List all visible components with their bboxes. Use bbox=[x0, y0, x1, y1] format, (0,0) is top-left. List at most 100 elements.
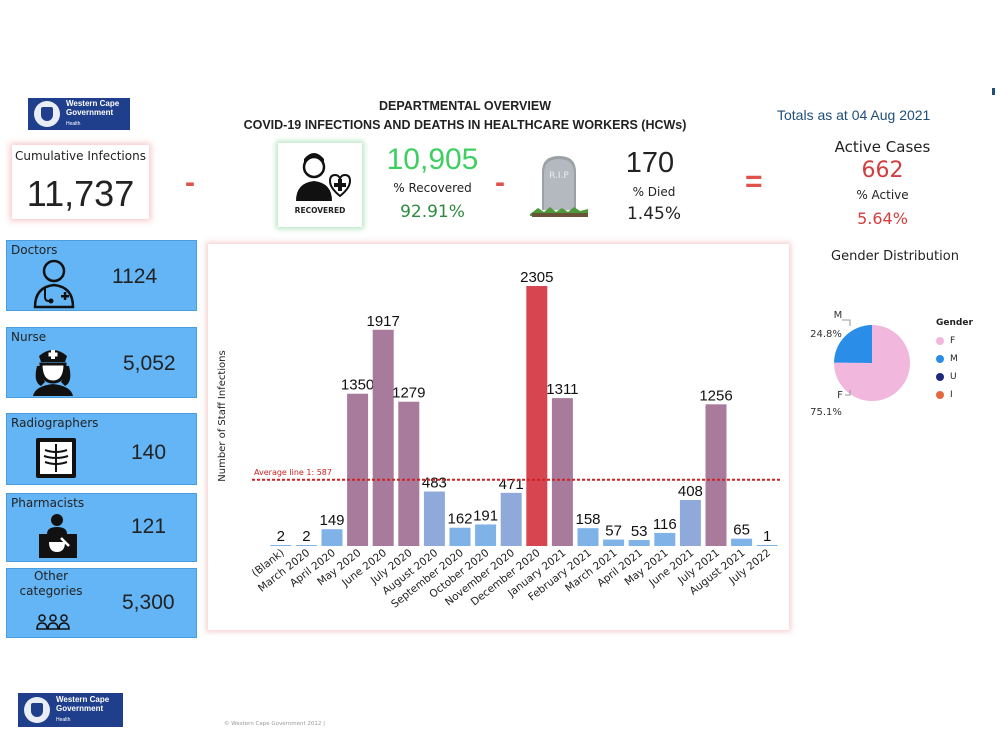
legend-item[interactable]: M bbox=[936, 350, 973, 368]
active-pct: 5.64% bbox=[857, 209, 908, 228]
recovered-caption: RECOVERED bbox=[294, 206, 346, 215]
recovered-person-icon bbox=[296, 153, 352, 201]
bar[interactable] bbox=[295, 545, 317, 546]
bar[interactable] bbox=[705, 404, 727, 546]
bar[interactable] bbox=[654, 532, 676, 546]
bar[interactable] bbox=[577, 528, 599, 546]
minus-operator: - bbox=[185, 166, 195, 199]
category-value: 140 bbox=[131, 441, 167, 464]
active-cases-value: 662 bbox=[861, 158, 904, 183]
bar[interactable] bbox=[475, 524, 497, 546]
totals-date: Totals as at 04 Aug 2021 bbox=[777, 107, 931, 123]
legend-swatch bbox=[936, 355, 944, 363]
logo-line1: Western Cape bbox=[56, 695, 110, 704]
bar[interactable] bbox=[500, 492, 522, 546]
recovered-card[interactable]: RECOVERED bbox=[278, 143, 362, 227]
data-label: 116 bbox=[653, 516, 677, 533]
logo-line1: Western Cape bbox=[66, 99, 120, 108]
bar[interactable] bbox=[526, 286, 548, 546]
bar[interactable] bbox=[321, 529, 343, 546]
pie-leader-line bbox=[845, 390, 851, 396]
y-axis-label: Number of Staff Infections bbox=[217, 350, 228, 481]
recovered-pct-label: % Recovered bbox=[393, 181, 472, 195]
recovered-value: 10,905 bbox=[386, 143, 479, 176]
pie-slice-pct: 24.8% bbox=[810, 329, 842, 340]
category-value: 121 bbox=[131, 515, 167, 538]
legend-label: U bbox=[950, 372, 957, 382]
cumulative-label: Cumulative Infections bbox=[15, 149, 146, 163]
data-label: 2305 bbox=[520, 269, 553, 286]
legend-item[interactable]: U bbox=[936, 368, 973, 386]
active-cases-label: Active Cases bbox=[834, 138, 931, 156]
died-pct: 1.45% bbox=[626, 204, 681, 224]
cumulative-infections-card[interactable]: Cumulative Infections 11,737 bbox=[12, 145, 149, 219]
bar[interactable] bbox=[449, 527, 471, 546]
tombstone-text: R.I.P bbox=[549, 171, 569, 181]
died-pct-label: % Died bbox=[632, 185, 676, 199]
legend-title: Gender bbox=[936, 318, 973, 328]
category-card-nurse[interactable]: Nurse 5,052 bbox=[6, 327, 197, 398]
bar[interactable] bbox=[628, 540, 650, 546]
crest-icon bbox=[24, 697, 50, 723]
doctor-icon bbox=[33, 259, 75, 309]
data-label: 2 bbox=[302, 528, 310, 545]
bar-chart-svg: Number of Staff Infections2(Blank)2March… bbox=[217, 269, 780, 611]
data-label: 2 bbox=[277, 528, 285, 545]
pie-slice[interactable] bbox=[834, 325, 872, 363]
group-icon bbox=[36, 614, 70, 630]
bar[interactable] bbox=[398, 401, 420, 546]
category-label: Radiographers bbox=[11, 416, 99, 430]
nurse-icon bbox=[33, 350, 73, 396]
data-label: 191 bbox=[473, 507, 498, 524]
minus-operator: - bbox=[495, 166, 505, 199]
footer-copyright: © Western Cape Government 2012 | bbox=[224, 721, 326, 727]
gender-pie-chart[interactable]: M 24.8% F 75.1% bbox=[800, 308, 930, 418]
data-label: 1256 bbox=[699, 387, 732, 404]
data-label: 162 bbox=[447, 511, 472, 528]
data-label: 158 bbox=[575, 511, 600, 528]
legend-item[interactable]: I bbox=[936, 386, 973, 404]
crest-icon bbox=[34, 101, 60, 127]
bar[interactable] bbox=[372, 329, 394, 546]
data-label: 65 bbox=[733, 522, 750, 539]
legend-swatch bbox=[936, 391, 944, 399]
page-subtitle: COVID-19 INFECTIONS AND DEATHS IN HEALTH… bbox=[243, 118, 687, 132]
category-label: Pharmacists bbox=[11, 496, 85, 510]
legend-item[interactable]: F bbox=[936, 332, 973, 350]
data-label: 1279 bbox=[392, 385, 425, 402]
bar[interactable] bbox=[423, 491, 445, 546]
data-label: 1311 bbox=[546, 381, 578, 398]
equals-operator: = bbox=[745, 165, 763, 198]
data-label: 1917 bbox=[367, 313, 400, 330]
category-card-pharmacists[interactable]: Pharmacists 121 bbox=[6, 493, 197, 562]
data-label: 53 bbox=[631, 523, 648, 540]
category-value: 5,300 bbox=[122, 591, 175, 614]
infections-bar-chart[interactable]: Number of Staff Infections 2 (Blank) 2 March… bbox=[208, 244, 789, 630]
bar[interactable] bbox=[756, 545, 778, 546]
bar[interactable] bbox=[731, 538, 753, 546]
bar[interactable] bbox=[679, 499, 701, 546]
tombstone-icon: R.I.P bbox=[530, 156, 588, 217]
category-card-other[interactable]: Other categories 5,300 bbox=[6, 568, 197, 638]
data-label: 483 bbox=[422, 475, 447, 492]
category-card-doctors[interactable]: Doctors 1124 bbox=[6, 240, 197, 311]
xray-icon bbox=[36, 438, 76, 478]
data-label: 149 bbox=[319, 512, 344, 529]
category-label: Nurse bbox=[11, 330, 47, 344]
gender-chart-title: Gender Distribution bbox=[831, 249, 959, 264]
bar[interactable] bbox=[270, 545, 292, 546]
bar[interactable] bbox=[603, 539, 625, 546]
bar[interactable] bbox=[347, 393, 369, 546]
category-card-radiographers[interactable]: Radiographers 140 bbox=[6, 413, 197, 485]
logo-line2: Government bbox=[56, 704, 104, 713]
logo-sub: Health bbox=[56, 717, 71, 723]
wcg-logo-top: Western Cape Government Health bbox=[28, 98, 130, 130]
legend-swatch bbox=[936, 373, 944, 381]
legend-label: M bbox=[950, 354, 958, 364]
category-value: 1124 bbox=[112, 265, 158, 288]
recovered-pct: 92.91% bbox=[400, 202, 465, 222]
bar[interactable] bbox=[551, 398, 573, 546]
average-line-label: Average line 1: 587 bbox=[254, 468, 332, 477]
data-label: 57 bbox=[605, 523, 622, 540]
